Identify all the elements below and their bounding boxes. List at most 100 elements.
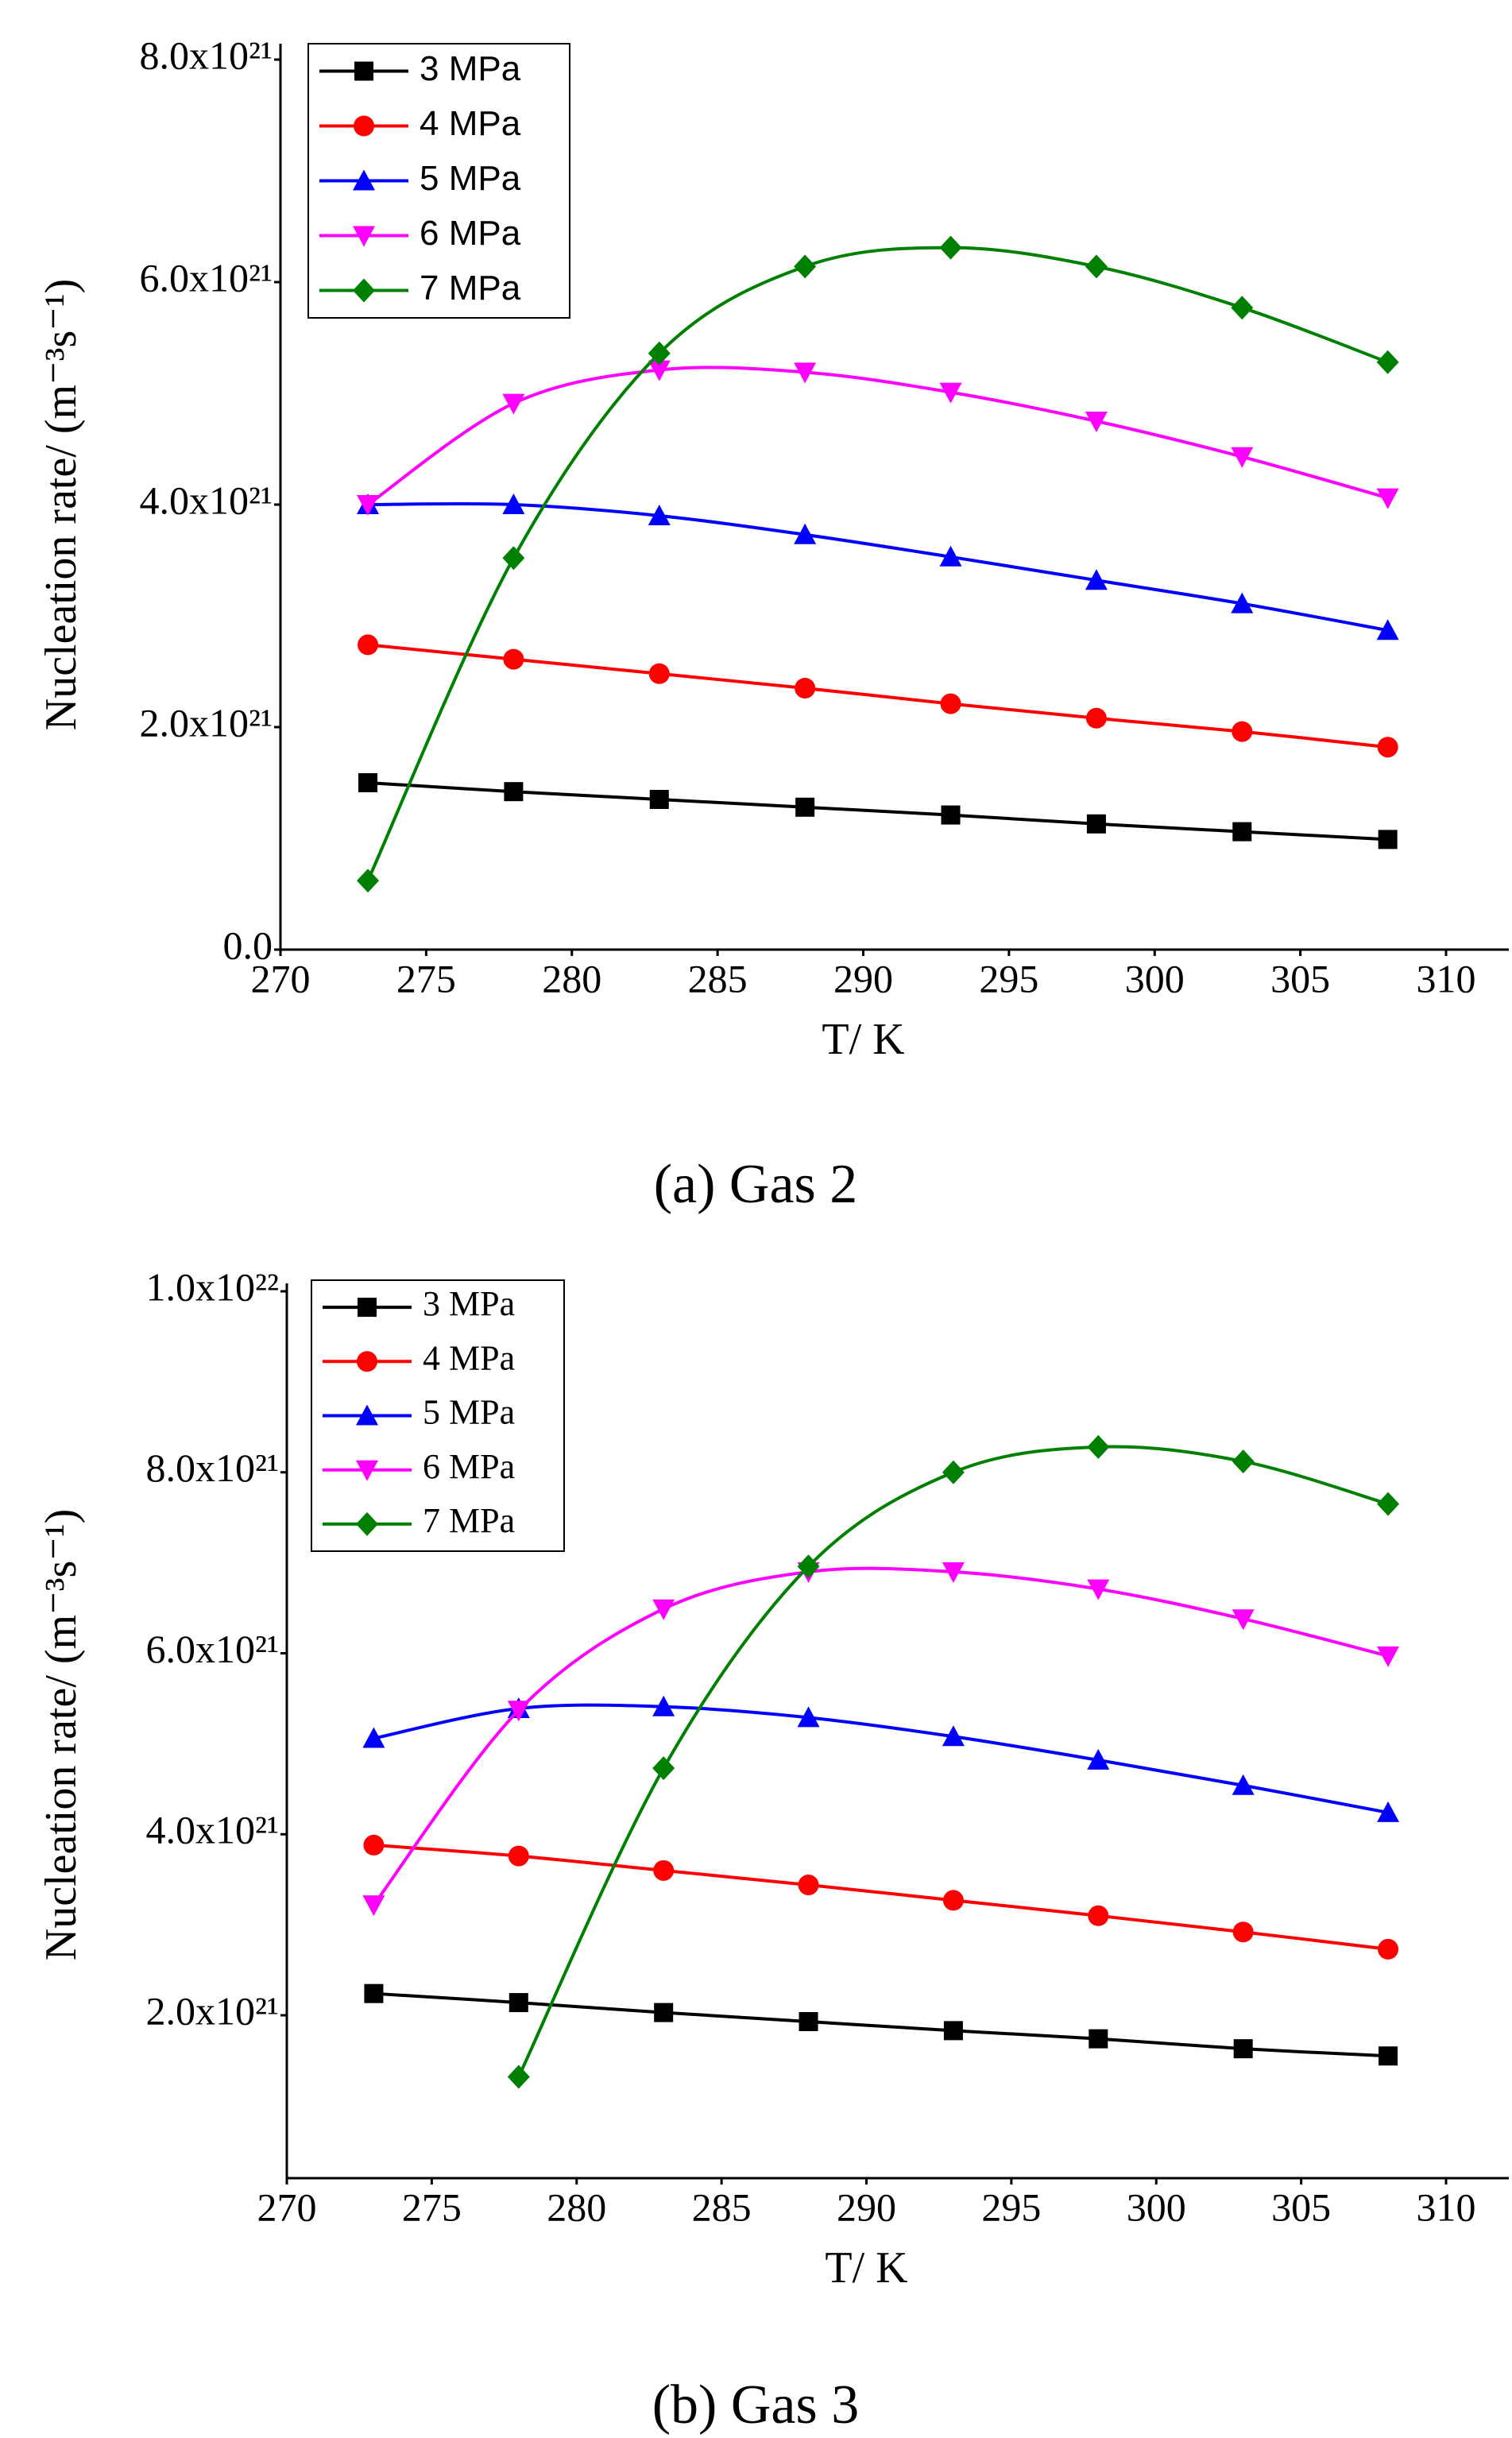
marker bbox=[1087, 1748, 1110, 1770]
y-tick-label: 6.0x10²¹ bbox=[146, 1627, 279, 1671]
caption: (a) Gas 2 bbox=[654, 1154, 858, 1215]
chart: 0.0 2.0x10²¹ 4.0x10²¹ 6.0x10²¹ 8.0x10²¹ 270 27… bbox=[37, 33, 1509, 1215]
series-line bbox=[516, 1445, 1389, 2078]
x-tick-label: 285 bbox=[692, 2185, 752, 2229]
marker bbox=[1232, 1449, 1255, 1474]
marker bbox=[798, 1875, 819, 1896]
marker bbox=[1376, 619, 1399, 640]
legend-marker bbox=[356, 1404, 378, 1426]
y-axis-title: Nucleation rate/ (m⁻³s⁻¹) bbox=[37, 1509, 86, 1961]
y-tick-label: 1.0x10²² bbox=[146, 1264, 279, 1309]
legend-label: 7 MPa bbox=[420, 269, 521, 308]
marker bbox=[1232, 1774, 1255, 1795]
marker bbox=[941, 805, 961, 825]
marker bbox=[648, 341, 671, 366]
y-axis-title: Nucleation rate/ (m⁻³s⁻¹) bbox=[37, 279, 86, 731]
marker bbox=[1377, 737, 1398, 758]
marker bbox=[1377, 1801, 1400, 1822]
legend-label: 7 MPa bbox=[423, 1501, 515, 1540]
legend-label: 5 MPa bbox=[423, 1393, 515, 1432]
y-tick-label: 8.0x10²¹ bbox=[140, 33, 273, 77]
marker bbox=[358, 634, 379, 656]
marker bbox=[652, 1756, 675, 1781]
legend-marker bbox=[353, 169, 375, 191]
x-tick-label: 305 bbox=[1271, 2185, 1331, 2229]
marker bbox=[363, 1834, 385, 1856]
y-tick-label: 8.0x10²¹ bbox=[146, 1445, 279, 1490]
x-tick-label: 295 bbox=[981, 2185, 1041, 2229]
marker bbox=[507, 1701, 530, 1722]
marker bbox=[649, 790, 669, 809]
y-tick-label: 6.0x10²¹ bbox=[140, 255, 273, 300]
marker bbox=[502, 493, 525, 514]
legend-label: 4 MPa bbox=[423, 1338, 515, 1377]
marker bbox=[797, 1554, 820, 1579]
series-line bbox=[368, 501, 1389, 633]
legend-label: 6 MPa bbox=[420, 214, 521, 253]
y-tick-label: 4.0x10²¹ bbox=[140, 478, 273, 522]
marker bbox=[502, 393, 525, 415]
marker bbox=[357, 495, 380, 516]
marker bbox=[795, 678, 816, 699]
marker bbox=[652, 1599, 675, 1620]
marker bbox=[1233, 2039, 1253, 2059]
marker bbox=[939, 382, 962, 404]
y-tick-label: 0.0 bbox=[223, 923, 273, 967]
marker bbox=[357, 869, 380, 893]
legend-label: 4 MPa bbox=[420, 104, 521, 143]
marker bbox=[939, 545, 962, 567]
series-line bbox=[367, 643, 1388, 749]
legend: 3 MPa 4 MPa 5 MPa 6 MPa 7 MPa bbox=[311, 1279, 565, 1552]
marker bbox=[939, 235, 962, 260]
x-axis-title: T/ K bbox=[825, 2243, 907, 2293]
x-tick-label: 310 bbox=[1417, 956, 1476, 1000]
marker bbox=[794, 362, 817, 384]
legend-marker bbox=[353, 278, 375, 303]
legend-marker bbox=[353, 226, 375, 247]
marker bbox=[502, 546, 525, 571]
marker bbox=[1376, 488, 1399, 509]
marker bbox=[1377, 1492, 1400, 1516]
legend-marker bbox=[358, 1298, 377, 1318]
marker bbox=[1378, 830, 1398, 849]
marker bbox=[358, 773, 378, 792]
y-tick-label: 4.0x10²¹ bbox=[146, 1808, 279, 1852]
marker bbox=[1378, 1938, 1399, 1960]
marker bbox=[1231, 447, 1254, 468]
marker bbox=[503, 648, 524, 670]
marker bbox=[654, 2003, 674, 2022]
x-tick-label: 280 bbox=[547, 2185, 606, 2229]
marker bbox=[1085, 412, 1108, 432]
x-axis-title: T/ K bbox=[822, 1015, 904, 1064]
chart: 2.0x10²¹ 4.0x10²¹ 6.0x10²¹ 8.0x10²¹ 1.0x10²²… bbox=[37, 1264, 1509, 2436]
marker bbox=[362, 1895, 385, 1917]
marker bbox=[504, 782, 524, 802]
legend-label: 3 MPa bbox=[420, 49, 521, 88]
marker bbox=[1085, 254, 1108, 279]
x-tick-label: 275 bbox=[396, 956, 456, 1000]
marker bbox=[794, 523, 817, 544]
x-tick-label: 290 bbox=[833, 956, 893, 1000]
marker bbox=[1232, 721, 1253, 742]
marker bbox=[1232, 1921, 1254, 1943]
marker bbox=[943, 2021, 963, 2041]
marker bbox=[364, 1983, 384, 2003]
x-tick-label: 290 bbox=[837, 2185, 896, 2229]
series-line bbox=[367, 781, 1388, 842]
x-tick-label: 295 bbox=[979, 956, 1038, 1000]
y-tick-label: 2.0x10²¹ bbox=[140, 700, 273, 745]
marker bbox=[942, 1562, 965, 1584]
x-tick-label: 300 bbox=[1127, 2185, 1186, 2229]
marker bbox=[942, 1725, 965, 1747]
legend-label: 3 MPa bbox=[423, 1284, 515, 1323]
marker bbox=[1232, 1609, 1255, 1631]
marker bbox=[507, 2065, 530, 2089]
marker bbox=[1231, 296, 1254, 320]
legend-marker bbox=[356, 1460, 378, 1481]
x-tick-label: 270 bbox=[257, 2185, 317, 2229]
series-line bbox=[373, 1843, 1389, 1951]
marker bbox=[1088, 1905, 1109, 1926]
x-tick-label: 270 bbox=[251, 956, 311, 1000]
legend-label: 5 MPa bbox=[420, 159, 521, 198]
